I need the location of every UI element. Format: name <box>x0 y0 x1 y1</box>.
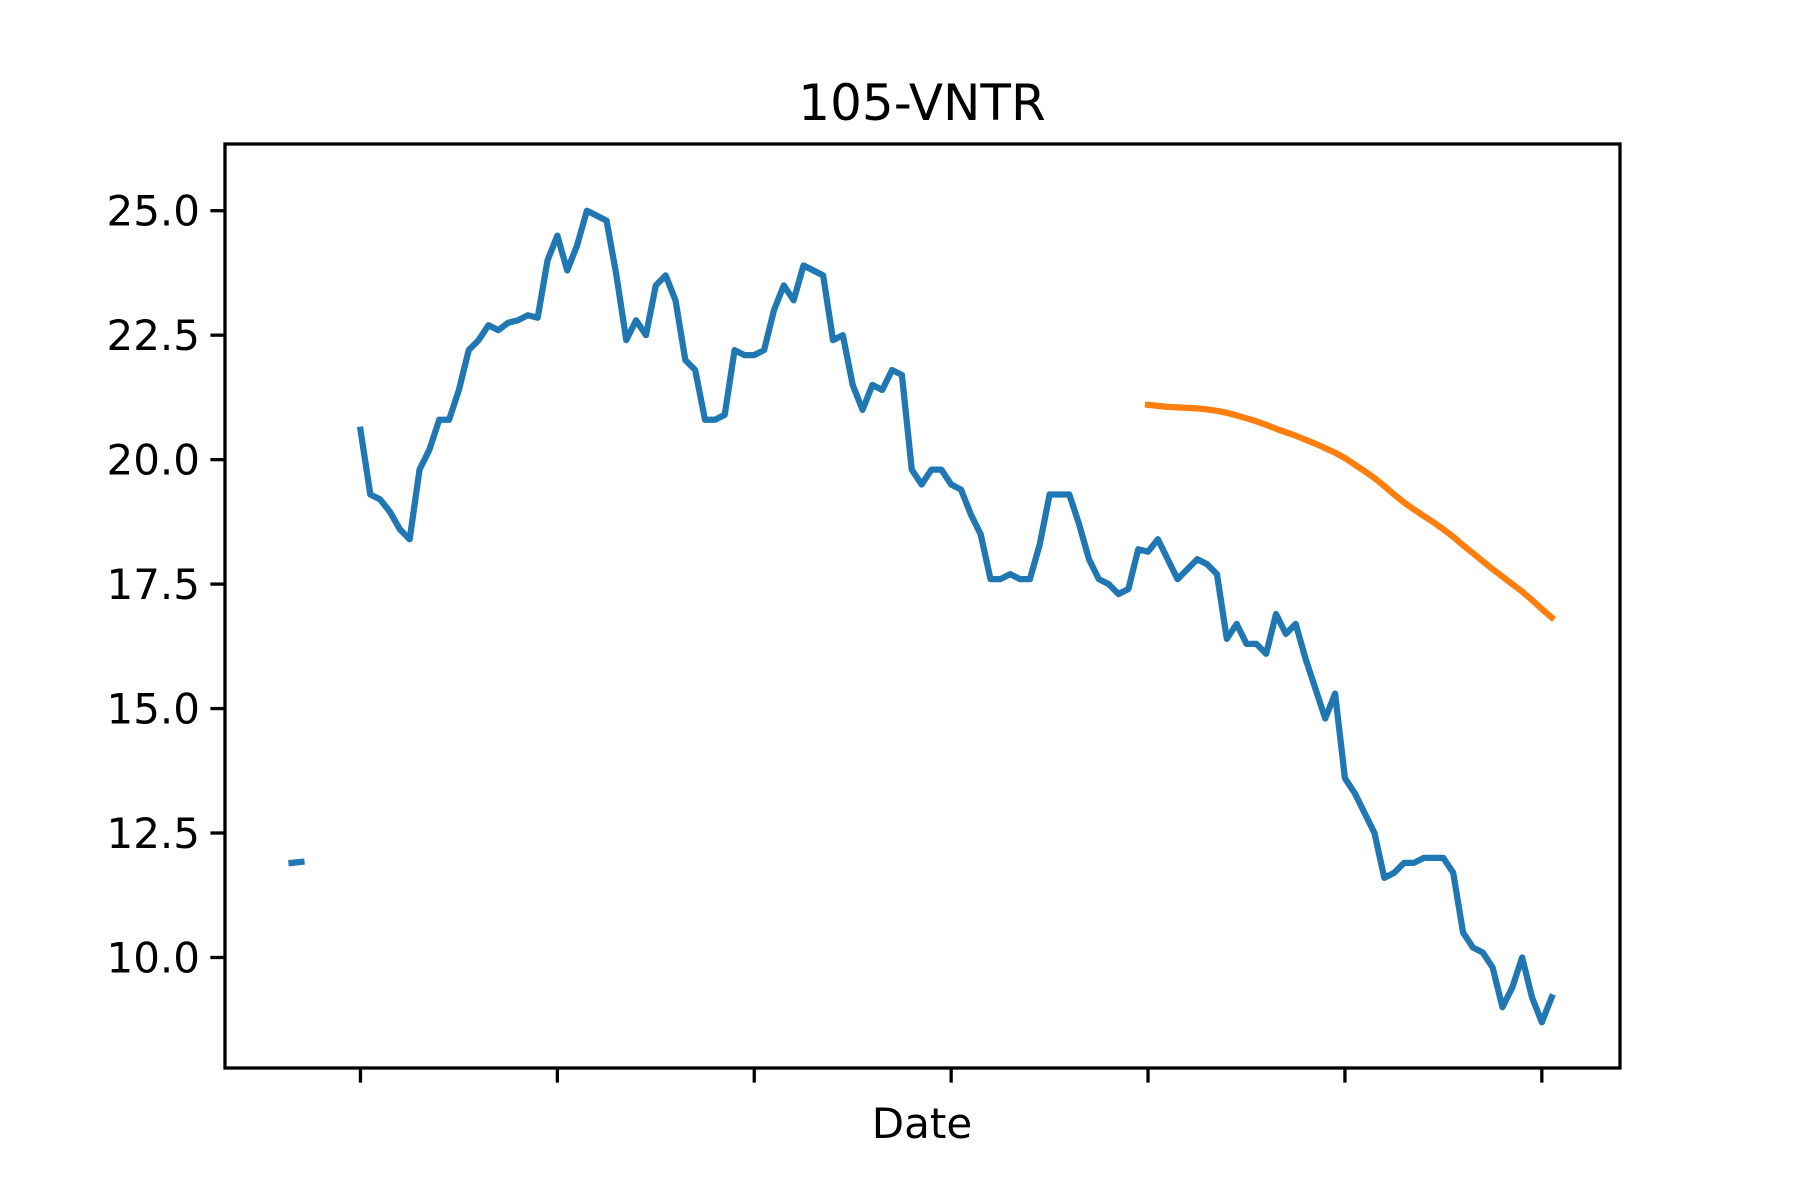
data-line <box>288 207 1556 1026</box>
y-tick-label: 22.5 <box>106 311 200 360</box>
x-axis-label: Date <box>872 1099 972 1148</box>
plot-frame <box>223 142 1622 1070</box>
y-tick-label: 17.5 <box>106 560 200 609</box>
data-line <box>1144 401 1557 622</box>
y-tick-label: 12.5 <box>106 809 200 858</box>
y-tick-label: 20.0 <box>106 436 200 485</box>
chart-title: 105-VNTR <box>798 74 1045 132</box>
y-tick-label: 25.0 <box>106 187 200 236</box>
y-tick-label: 10.0 <box>106 933 200 982</box>
y-tick-label: 15.0 <box>106 685 200 734</box>
